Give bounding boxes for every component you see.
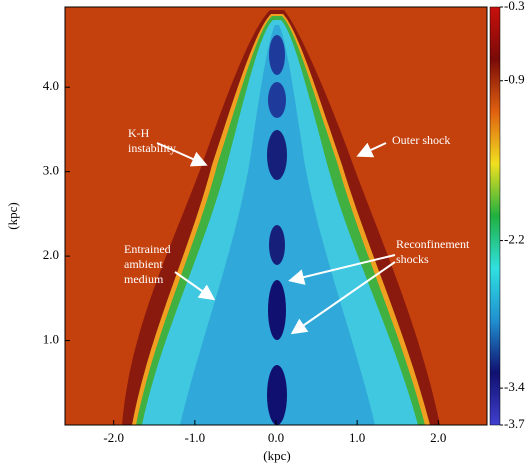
annotation: Entrained [124, 242, 171, 256]
x-tick-label: -2.0 [103, 430, 124, 445]
field-image [65, 7, 487, 425]
annotation: Outer shock [392, 133, 450, 147]
x-tick-label: 2.0 [430, 430, 446, 445]
y-tick-label: 1.0 [43, 332, 59, 347]
y-tick-label: 3.0 [43, 163, 59, 178]
x-tick-label: -1.0 [185, 430, 206, 445]
annotation: K-H [128, 126, 150, 140]
x-tick-label: 0.0 [268, 430, 284, 445]
x-tick-label: 1.0 [349, 430, 365, 445]
chart: (kpc) (kpc) -2.0 -1.0 0.0 1.0 2.0 1.0 2.0 3.0 4.… [0, 0, 528, 470]
y-axis-label: (kpc) [5, 202, 20, 229]
annotation: Reconfinement [396, 237, 470, 251]
colorbar-tick-label: -3.4 [504, 379, 525, 394]
colorbar-tick-label: -3.7 [504, 416, 525, 431]
colorbar [490, 7, 500, 425]
x-axis-label: (kpc) [263, 448, 290, 463]
colorbar-tick-label: -0.9 [504, 72, 525, 87]
y-tick-label: 4.0 [43, 78, 59, 93]
annotation: ambient [124, 257, 163, 271]
colorbar-tick-label: -0.3 [504, 0, 525, 13]
annotation: shocks [396, 252, 429, 266]
colorbar-tick-label: -2.2 [504, 232, 525, 247]
annotation: instability [128, 141, 176, 155]
y-tick-label: 2.0 [43, 247, 59, 262]
annotation: medium [124, 272, 164, 286]
